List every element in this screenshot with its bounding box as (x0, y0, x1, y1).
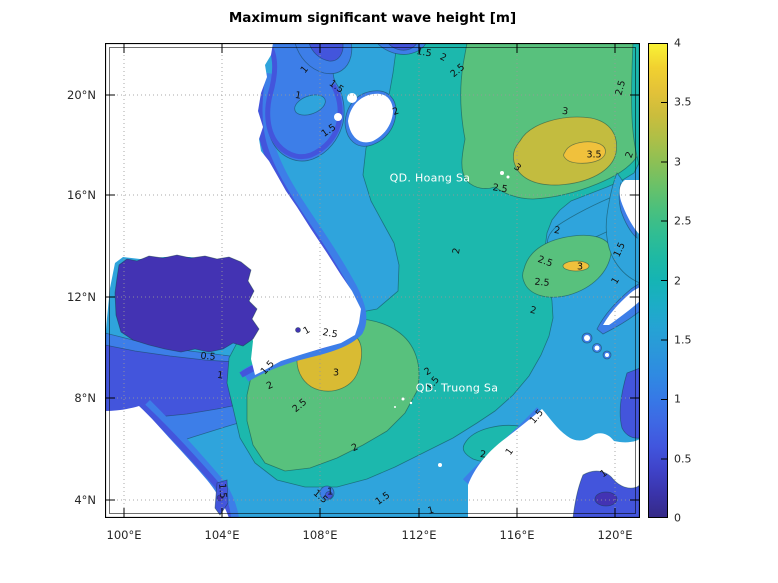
y-tick-label: 20°N (67, 88, 96, 102)
x-tick-label: 104°E (204, 528, 240, 542)
axes-frame (105, 43, 640, 518)
land-luzon (619, 180, 640, 235)
band-0-0p5-gulf-of-thailand (114, 254, 260, 353)
wave-height-contour-map (105, 43, 640, 518)
band-3p5-4-ne (563, 141, 606, 164)
land-mask (105, 43, 640, 518)
colorbar-tick-label: 2 (674, 274, 681, 288)
x-tick-label: 108°E (302, 528, 338, 542)
y-tick-label: 8°N (74, 391, 96, 405)
colorbar-tick-label: 3.5 (674, 95, 692, 109)
x-tick-label: 116°E (499, 528, 535, 542)
colorbar-tick-label: 0 (674, 511, 681, 525)
land-hainan (348, 93, 393, 143)
land-indochina (105, 43, 361, 375)
colorbar-tick-label: 4 (674, 36, 681, 50)
colorbar-tick-label: 0.5 (674, 452, 692, 466)
x-tick-label: 120°E (597, 528, 633, 542)
colorbar-tick-label: 2.5 (674, 214, 692, 228)
chart-title: Maximum significant wave height [m] (228, 10, 517, 26)
detail-features (114, 171, 640, 518)
colorbar-ticks (661, 102, 667, 460)
y-tick-label: 12°N (67, 290, 96, 304)
colorbar-tick-label: 3 (674, 155, 681, 169)
y-tick-label: 4°N (74, 493, 96, 507)
colorbar-tick-label: 1.5 (674, 333, 692, 347)
y-tick-label: 16°N (67, 188, 96, 202)
colorbar-tick-label: 1 (674, 392, 681, 406)
land-sw-wedge (105, 406, 229, 518)
x-tick-label: 112°E (401, 528, 437, 542)
band-3-3p5-ne (512, 116, 618, 186)
x-tick-label: 100°E (106, 528, 142, 542)
